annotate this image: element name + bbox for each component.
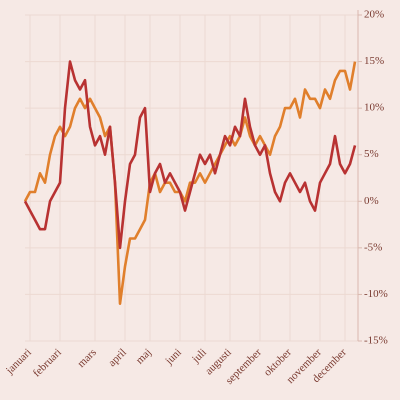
y-tick-label: -10%: [364, 288, 388, 300]
y-tick-label: 5%: [364, 148, 379, 160]
x-tick-label: januari: [3, 346, 34, 377]
y-tick-label: 20%: [364, 9, 384, 21]
x-tick-label: juni: [163, 346, 184, 367]
y-tick-label: -15%: [364, 335, 388, 347]
x-tick-label: februari: [31, 346, 64, 379]
line-series: [23, 60, 357, 250]
x-tick-label: mars: [75, 346, 99, 370]
y-tick-label: -5%: [364, 241, 382, 253]
x-tick-label: juli: [189, 346, 209, 366]
y-tick-label: 15%: [364, 55, 384, 67]
x-tick-label: april: [106, 346, 129, 369]
line-series: [23, 61, 357, 305]
x-tick-label: maj: [134, 346, 154, 366]
y-tick-label: 10%: [364, 102, 384, 114]
y-tick-label: 0%: [364, 195, 379, 207]
